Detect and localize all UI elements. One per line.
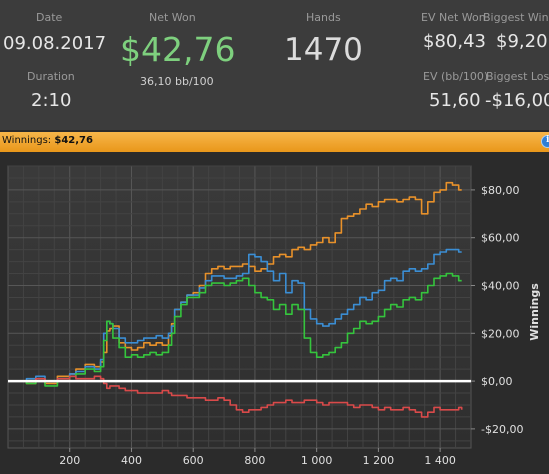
y-axis-ticks: -$20,00 $0,00 $20,00 $40,00 $60,00 $80,00 — [471, 184, 523, 436]
series-line-4 — [8, 375, 463, 418]
net-won-label: Net Won — [149, 11, 196, 24]
ev-net-won-value: $80,43 — [423, 31, 486, 52]
y-tick-label: $60,00 — [481, 232, 520, 245]
y-tick-label: $20,00 — [481, 327, 520, 340]
winnings-title-bar: Winnings: $42,76 — [0, 132, 549, 152]
biggest-win-value: $9,20 — [496, 31, 548, 52]
x-tick-label: 800 — [244, 454, 265, 467]
x-tick-label: 200 — [59, 454, 80, 467]
x-tick-label: 600 — [183, 454, 204, 467]
info-icon[interactable] — [541, 135, 549, 148]
series-group — [8, 181, 463, 418]
x-tick-label: 1 200 — [363, 454, 395, 467]
y-axis-label: Winnings — [528, 283, 541, 341]
winnings-title-label: Winnings: — [2, 135, 52, 146]
winnings-chart: -$20,00 $0,00 $20,00 $40,00 $60,00 $80,00 200… — [7, 165, 541, 467]
x-tick-label: 1 000 — [301, 454, 333, 467]
series-line-1 — [8, 181, 462, 385]
y-tick-label: -$20,00 — [481, 423, 523, 436]
hands-label: Hands — [306, 11, 341, 24]
duration-label: Duration — [27, 70, 75, 83]
bb-per-100: 36,10 bb/100 — [140, 75, 214, 88]
ev-net-won-label: EV Net Won — [421, 11, 486, 24]
biggest-loss-value: -$16,00 — [485, 90, 549, 111]
y-tick-label: $80,00 — [481, 184, 520, 197]
date-label: Date — [36, 11, 63, 24]
x-tick-label: 1 400 — [424, 454, 456, 467]
biggest-loss-label: Biggest Loss — [486, 70, 549, 83]
hands-value: 1470 — [284, 32, 363, 68]
x-tick-label: 400 — [121, 454, 142, 467]
y-tick-label: $0,00 — [481, 375, 513, 388]
winnings-chart-panel: -$20,00 $0,00 $20,00 $40,00 $60,00 $80,00 200… — [0, 152, 549, 470]
net-won-value: $42,76 — [120, 30, 236, 69]
ev-bb100-label: EV (bb/100) — [423, 70, 489, 83]
session-stats-panel: Date 09.08.2017 Duration 2:10 Net Won $4… — [0, 0, 549, 130]
duration-value: 2:10 — [31, 90, 72, 111]
biggest-win-label: Biggest Win — [483, 11, 549, 24]
y-tick-label: $40,00 — [481, 279, 520, 292]
date-value: 09.08.2017 — [3, 33, 107, 54]
series-line-3 — [8, 272, 462, 387]
winnings-title: Winnings: $42,76 — [2, 135, 93, 146]
x-axis-ticks: 200 400 600 800 1 000 1 200 1 400 — [59, 448, 456, 467]
ev-bb100-value: 51,60 — [429, 90, 481, 111]
winnings-title-value: $42,76 — [54, 135, 93, 146]
